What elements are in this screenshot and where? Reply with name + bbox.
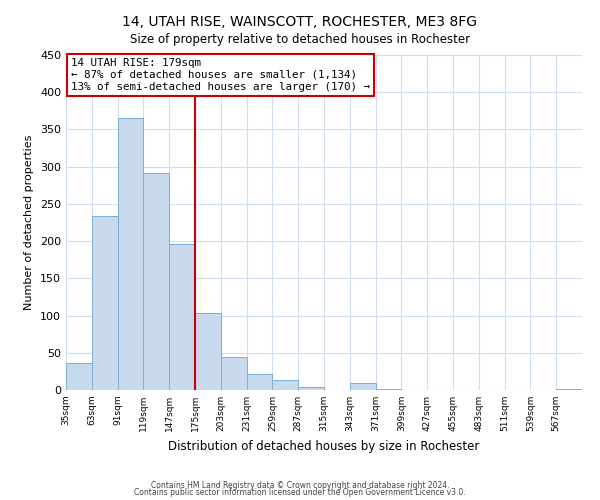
Text: 14, UTAH RISE, WAINSCOTT, ROCHESTER, ME3 8FG: 14, UTAH RISE, WAINSCOTT, ROCHESTER, ME3…: [122, 15, 478, 29]
Bar: [195, 312, 221, 390]
Bar: [92, 216, 118, 390]
Bar: [298, 387, 324, 390]
Bar: [118, 118, 143, 390]
Y-axis label: Number of detached properties: Number of detached properties: [25, 135, 34, 310]
Text: Contains HM Land Registry data © Crown copyright and database right 2024.: Contains HM Land Registry data © Crown c…: [151, 480, 449, 490]
Bar: [66, 363, 92, 390]
Bar: [143, 172, 169, 390]
X-axis label: Distribution of detached houses by size in Rochester: Distribution of detached houses by size …: [169, 440, 479, 452]
Text: Contains public sector information licensed under the Open Government Licence v3: Contains public sector information licen…: [134, 488, 466, 497]
Bar: [272, 380, 298, 390]
Text: Size of property relative to detached houses in Rochester: Size of property relative to detached ho…: [130, 32, 470, 46]
Bar: [350, 382, 376, 390]
Bar: [556, 388, 582, 390]
Bar: [221, 356, 247, 390]
Bar: [247, 374, 272, 390]
Bar: [169, 244, 195, 390]
Text: 14 UTAH RISE: 179sqm
← 87% of detached houses are smaller (1,134)
13% of semi-de: 14 UTAH RISE: 179sqm ← 87% of detached h…: [71, 58, 370, 92]
